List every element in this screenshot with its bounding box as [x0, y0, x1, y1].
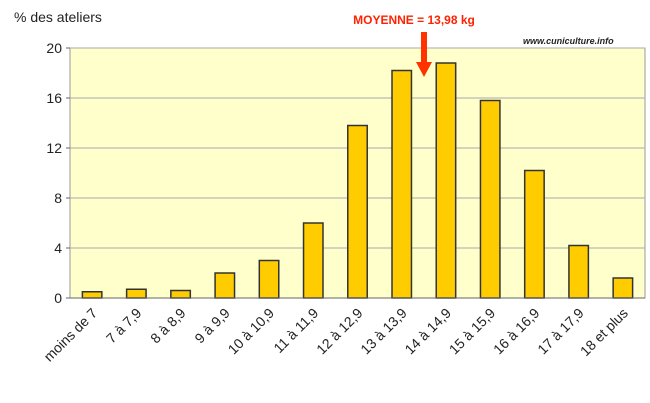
x-tick-label: moins de 7	[40, 305, 100, 365]
bar	[568, 244, 590, 299]
y-tick-label: 8	[54, 190, 62, 206]
bar	[523, 169, 545, 299]
y-tick-label: 0	[54, 290, 62, 306]
x-tick-label: 14 à 14,9	[401, 305, 454, 358]
bar	[479, 99, 501, 299]
x-tick-label: 9 à 9,9	[191, 305, 233, 347]
bar	[612, 277, 634, 299]
y-tick-label: 16	[46, 90, 62, 106]
bar	[258, 259, 280, 299]
bar	[214, 272, 236, 299]
x-tick-label: 15 à 15,9	[446, 305, 499, 358]
bar	[435, 62, 457, 299]
x-tick-label: 13 à 13,9	[357, 305, 410, 358]
annotation: MOYENNE = 13,98 kg	[353, 13, 475, 27]
x-tick-label: 7 à 7,9	[103, 305, 145, 347]
bar	[302, 222, 324, 299]
x-tick-label: 18 et plus	[577, 305, 631, 359]
y-tick-label: 20	[46, 40, 62, 56]
x-tick-label: 8 à 8,9	[147, 305, 189, 347]
bar	[347, 124, 368, 299]
x-tick-label: 12 à 12,9	[313, 305, 366, 358]
source: www.cuniculture.info	[523, 36, 614, 46]
bar	[170, 289, 192, 299]
bar	[81, 291, 103, 299]
annotation-arrow	[416, 32, 432, 77]
bar	[391, 69, 413, 299]
x-tick-label: 10 à 10,9	[225, 305, 278, 358]
x-tick-label: 16 à 16,9	[490, 305, 543, 358]
y-tick-label: 4	[54, 240, 62, 256]
bar	[125, 288, 147, 299]
y-axis-label: % des ateliers	[14, 9, 102, 25]
y-tick-label: 12	[46, 140, 62, 156]
